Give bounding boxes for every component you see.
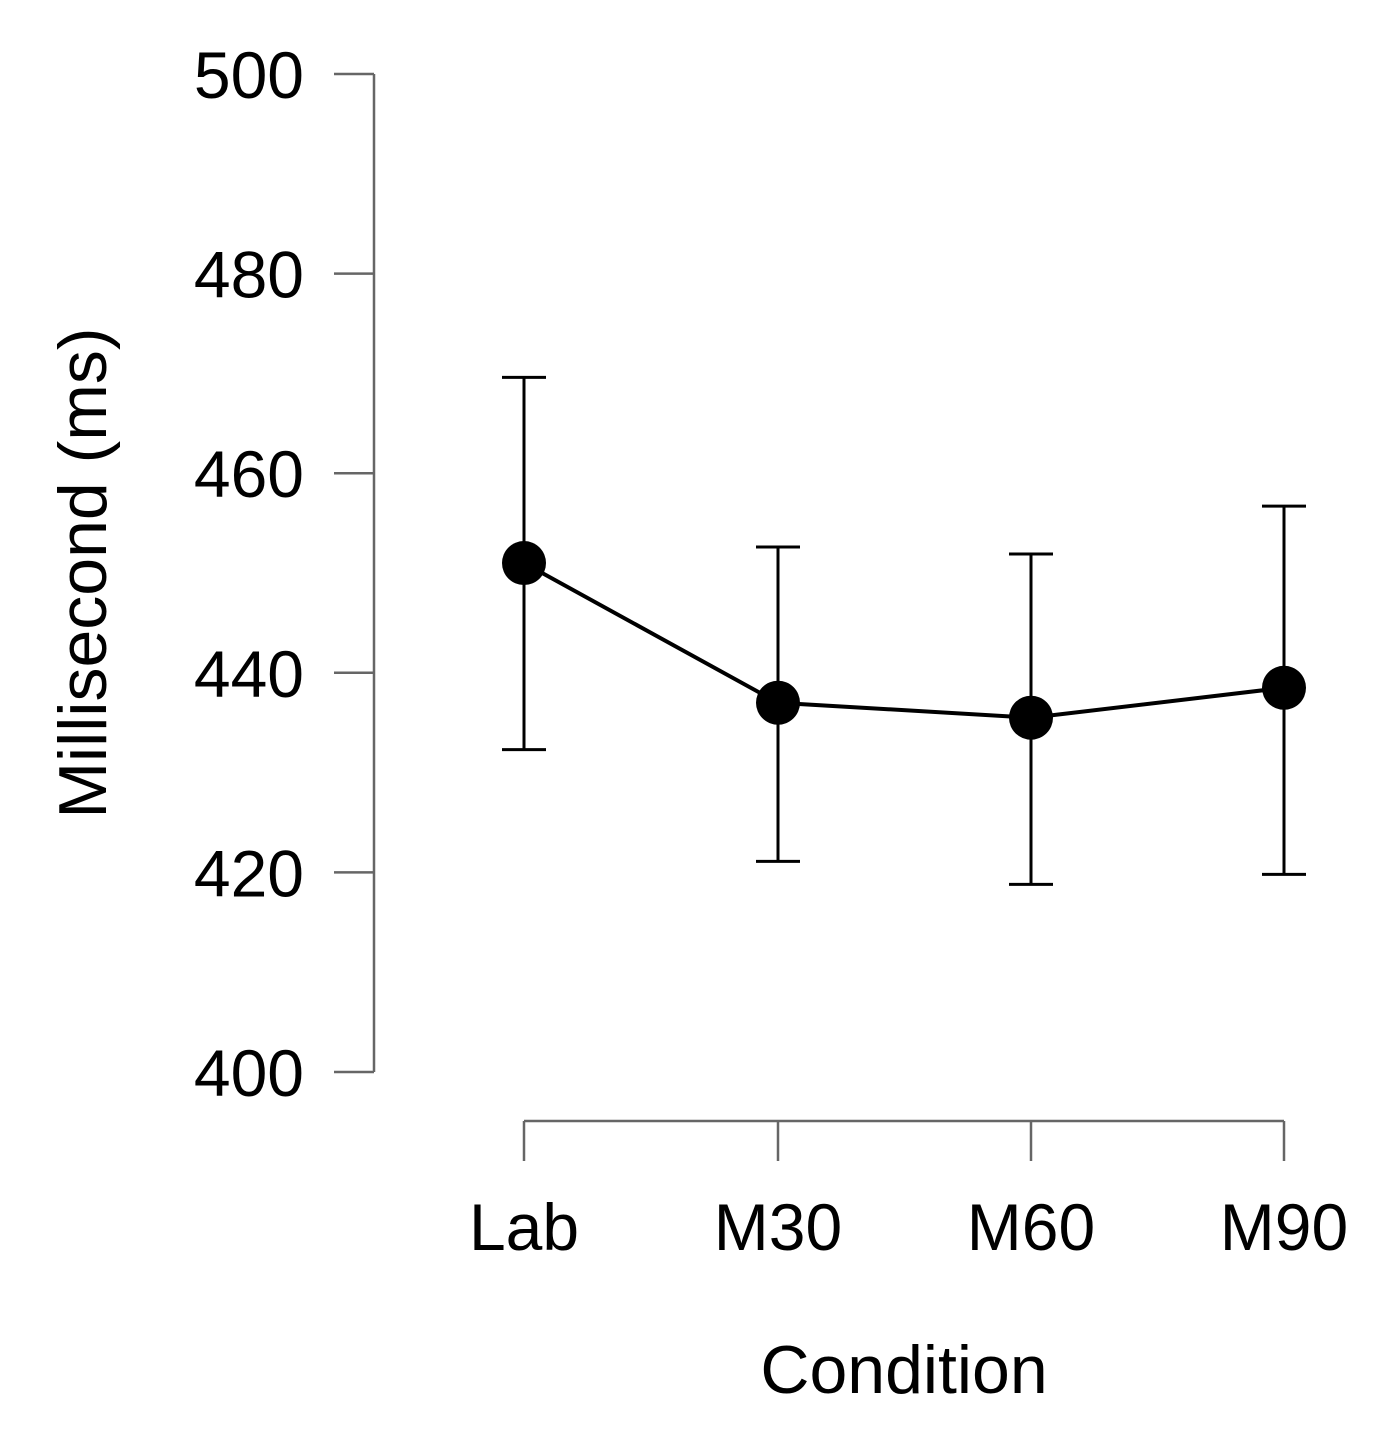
y-tick-label: 440	[194, 637, 304, 711]
data-point	[1262, 665, 1306, 710]
series-line	[523, 561, 1285, 720]
data-point	[756, 680, 800, 725]
x-tick-label: M60	[967, 1190, 1095, 1264]
x-axis-title: Condition	[760, 1332, 1047, 1408]
y-tick-label: 400	[194, 1036, 304, 1110]
y-tick-label: 460	[194, 437, 304, 511]
x-tick-label: M30	[714, 1190, 842, 1264]
series	[502, 541, 1306, 740]
y-tick-label: 480	[194, 238, 304, 312]
y-axis: 400 420 440 460 480 500	[194, 38, 376, 1110]
y-tick-label: 420	[194, 836, 304, 910]
y-tick-label: 500	[194, 38, 304, 112]
data-point	[1009, 695, 1053, 740]
x-axis: Lab M30 M60 M90	[469, 1119, 1348, 1264]
data-point	[502, 541, 546, 586]
y-axis-title: Millisecond (ms)	[45, 327, 121, 818]
error-bars	[502, 375, 1306, 886]
x-tick-label: Lab	[469, 1190, 579, 1264]
x-tick-label: M90	[1220, 1190, 1348, 1264]
